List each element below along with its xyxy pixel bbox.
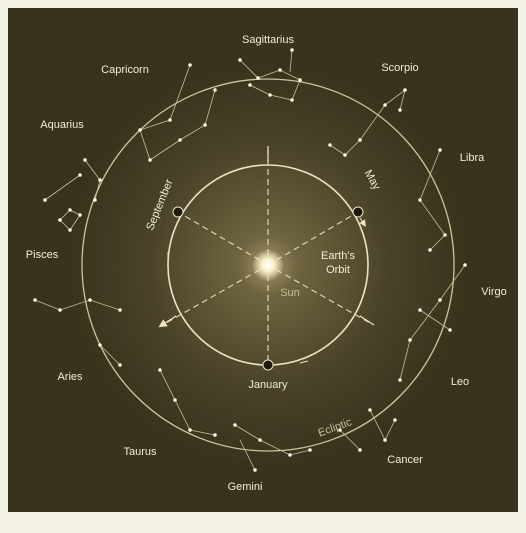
constellation-label: Pisces <box>26 249 59 261</box>
earth-january <box>263 360 273 370</box>
constellation-label: Leo <box>451 376 469 388</box>
earth-may <box>353 207 363 217</box>
sun-label: Sun <box>280 287 300 299</box>
diagram: Sagittarius Capricorn Scorpio Aquarius L… <box>0 0 526 533</box>
constellation-label: Cancer <box>387 454 423 466</box>
earth-september <box>173 207 183 217</box>
sun <box>252 249 284 281</box>
month-label: January <box>248 379 288 391</box>
orbit-label: Earth's <box>321 250 355 262</box>
constellation-label: Gemini <box>228 481 263 493</box>
constellation-label: Aries <box>57 371 83 383</box>
constellation-label: Libra <box>460 152 485 164</box>
constellation-label: Aquarius <box>40 119 84 131</box>
constellation-label: Capricorn <box>101 64 149 76</box>
constellation-label: Scorpio <box>381 62 418 74</box>
constellation-label: Taurus <box>123 446 157 458</box>
orbit-label: Orbit <box>326 264 350 276</box>
page: Sagittarius Capricorn Scorpio Aquarius L… <box>0 0 526 533</box>
constellation-label: Sagittarius <box>242 34 294 46</box>
constellation-label: Virgo <box>481 286 506 298</box>
